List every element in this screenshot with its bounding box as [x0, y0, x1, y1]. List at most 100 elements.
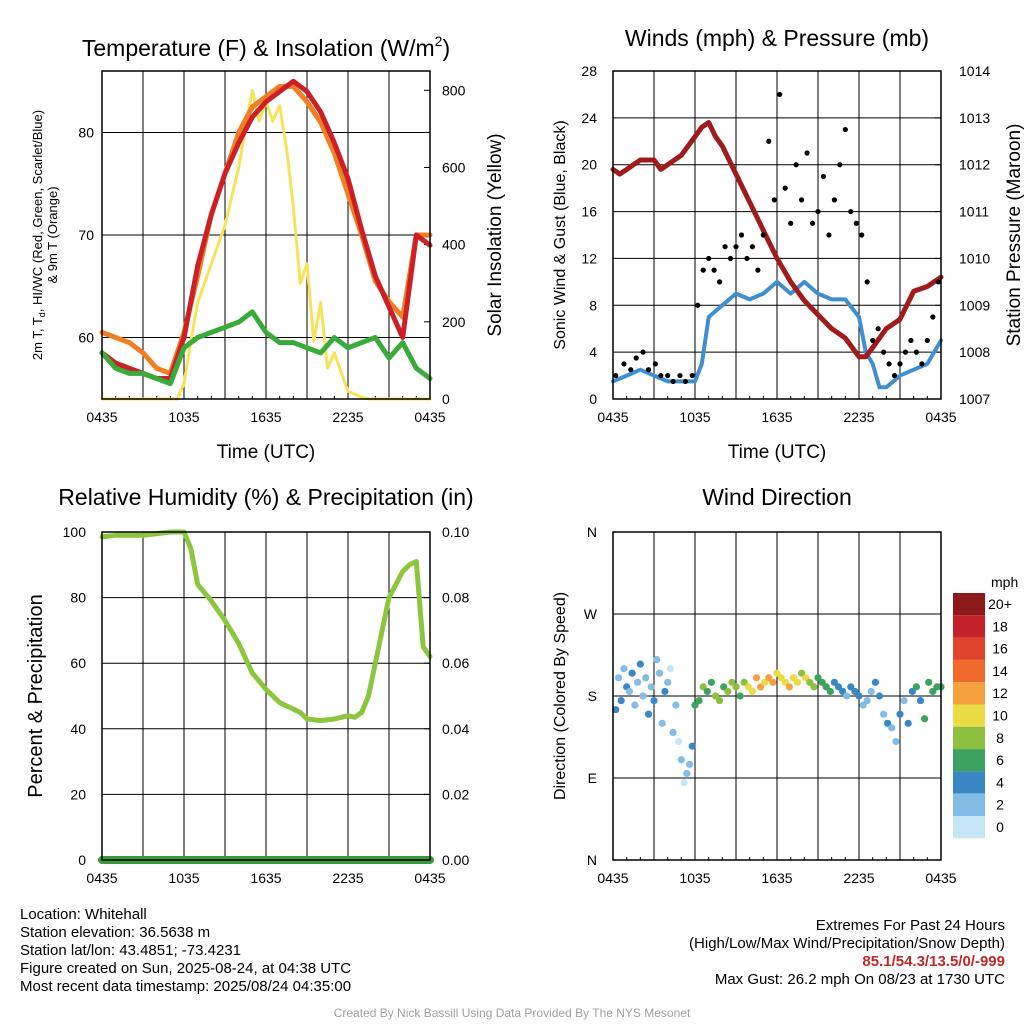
- direction-point: [669, 728, 677, 737]
- chart-title-main: Temperature (F) & Insolation (W/m: [82, 35, 435, 61]
- gust-point: [665, 372, 671, 379]
- y2-tick-label: 200: [442, 314, 466, 330]
- y2-tick-label: 0.04: [442, 721, 469, 737]
- direction-point: [843, 692, 851, 700]
- chart-title: Temperature (F) & Insolation (W/m2): [82, 33, 450, 61]
- y-tick-label: 70: [78, 227, 94, 243]
- gust-point: [652, 361, 658, 367]
- x-tick-label: 0435: [597, 409, 628, 425]
- legend-swatch: [953, 659, 985, 683]
- direction-point: [680, 778, 688, 787]
- direction-point: [793, 678, 802, 686]
- chart-title: Winds (mph) & Pressure (mb): [625, 25, 929, 51]
- direction-point: [672, 701, 680, 709]
- gust-point: [682, 378, 689, 385]
- gust-point: [755, 267, 761, 273]
- extremes-panel: Extremes For Past 24 Hours (High/Low/Max…: [689, 917, 1005, 989]
- station-info: Location: Whitehall Station elevation: 3…: [20, 906, 351, 996]
- direction-point: [871, 678, 880, 686]
- y2-tick-label: 600: [442, 159, 466, 175]
- direction-point: [675, 737, 683, 746]
- x-tick-label: 2235: [332, 870, 363, 886]
- direction-point: [769, 678, 777, 686]
- gust-point: [788, 220, 794, 226]
- y-axis-label-line2: & 9m T (Orange): [45, 186, 60, 283]
- x-tick-label: 1635: [250, 870, 281, 886]
- y2-tick-label: 0: [442, 391, 450, 407]
- gust-point: [809, 220, 816, 226]
- y-tick-label: W: [584, 606, 598, 622]
- direction-point: [707, 678, 716, 686]
- legend-title: mph: [991, 574, 1018, 590]
- gust-point: [727, 255, 734, 262]
- legend-label: 14: [992, 663, 1008, 679]
- panel-2: 0435 1035 1635 2235 043504812162024281007100…: [552, 25, 1024, 463]
- y2-tick-label: 1010: [959, 250, 990, 266]
- x-tick-label: 1035: [168, 409, 199, 425]
- y-tick-label: 20: [581, 157, 597, 173]
- direction-point: [892, 737, 900, 746]
- gust-point: [919, 361, 925, 367]
- y2-tick-label: 1007: [959, 391, 990, 407]
- gust-point: [658, 372, 664, 379]
- gust-point: [717, 279, 723, 285]
- gust-point: [930, 314, 936, 320]
- max-gust: Max Gust: 26.2 mph On 08/23 at 1730 UTC: [714, 971, 1005, 988]
- direction-point: [658, 719, 666, 727]
- x-tick-label: 2235: [332, 409, 363, 425]
- x-tick-label: 1635: [761, 870, 792, 886]
- y-tick-label: 24: [581, 110, 597, 126]
- direction-point: [639, 692, 647, 700]
- legend-label: 18: [992, 618, 1008, 634]
- chart-title: Relative Humidity (%) & Precipitation (i…: [58, 484, 473, 510]
- direction-point: [716, 696, 724, 705]
- direction-point: [636, 660, 644, 668]
- direction-point: [664, 678, 672, 686]
- y-tick-label: 80: [70, 590, 86, 606]
- x-tick-label: 0435: [414, 409, 445, 425]
- y-tick-label: 60: [78, 330, 94, 346]
- gust-point: [837, 162, 843, 168]
- y2-tick-label: 1013: [959, 110, 990, 126]
- legend-swatch: [953, 793, 985, 816]
- extremes-title: Extremes For Past 24 Hours: [815, 917, 1005, 934]
- gust-point: [645, 367, 652, 373]
- gust-point: [793, 162, 799, 168]
- gust-point: [804, 150, 810, 156]
- legend-label: 12: [992, 685, 1008, 701]
- gust-point: [908, 337, 914, 344]
- legend-label: 6: [996, 752, 1004, 768]
- y-tick-label: 80: [78, 125, 94, 141]
- direction-point: [695, 696, 703, 705]
- y-tick-label: S: [588, 688, 597, 704]
- gust-point: [897, 361, 903, 367]
- gust-point: [859, 232, 865, 238]
- gust-point: [842, 126, 848, 133]
- x-tick-label: 1035: [679, 409, 710, 425]
- gust-point: [628, 367, 634, 373]
- gust-point: [777, 91, 783, 98]
- x-tick-label: 2235: [843, 409, 874, 425]
- gust-point: [633, 355, 639, 361]
- speed-legend: mph 20+ 18 16 14 12 10 8 6 4 2 0: [953, 574, 1018, 839]
- panel-3: 0435 1035 1635 2235 04350204060801000.000.02…: [25, 484, 474, 886]
- extremes-values: 85.1/54.3/13.5/0/-999: [862, 953, 1005, 970]
- y-tick-label: N: [587, 524, 597, 540]
- y-axis-label-subscript: d: [37, 312, 47, 317]
- legend-label: 16: [992, 641, 1008, 657]
- direction-point: [685, 760, 694, 768]
- y2-tick-label: 800: [442, 82, 466, 98]
- direction-point: [677, 756, 685, 764]
- gust-point: [744, 255, 750, 262]
- direction-point: [863, 696, 871, 705]
- direction-point: [614, 674, 623, 682]
- y2-tick-label: 1011: [959, 204, 989, 220]
- y2-tick-label: 1012: [959, 157, 990, 173]
- chart-title-end: ): [442, 35, 450, 61]
- y2-tick-label: 400: [442, 237, 466, 253]
- y2-tick-label: 0.06: [442, 655, 469, 671]
- direction-point: [628, 669, 636, 677]
- direction-point: [921, 715, 929, 723]
- gust-point: [711, 267, 717, 273]
- direction-point: [634, 678, 642, 686]
